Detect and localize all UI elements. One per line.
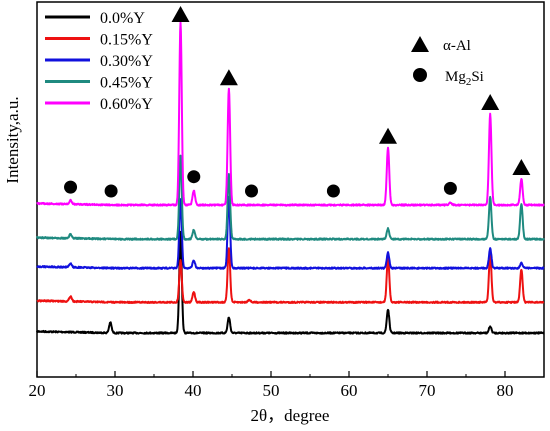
x-axis-title: 2θ，degree (251, 406, 330, 425)
mg2si-peak-marker (104, 184, 118, 198)
legend-label: 0.30%Y (100, 53, 153, 70)
x-tick-label: 60 (341, 381, 358, 400)
marker-layer (64, 6, 531, 198)
series-line-0-15-y (36, 247, 545, 304)
y-axis-title: Intensity,a.u. (3, 96, 22, 183)
x-tick-label: 80 (497, 381, 514, 400)
legend-layer: 0.0%Y 0.15%Y 0.30%Y 0.45%Y 0.60%Y (45, 10, 153, 113)
legend-label: 0.60%Y (100, 96, 153, 113)
x-tick-label: 70 (419, 381, 436, 400)
axis-layer: 20 30 40 50 60 70 80 (29, 371, 514, 400)
alpha-al-peak-marker (379, 127, 397, 144)
alpha-al-peak-marker (171, 6, 190, 22)
mg2si-legend-icon (413, 68, 427, 82)
alpha-al-peak-marker (219, 69, 238, 86)
mg2si-peak-marker (187, 170, 201, 184)
mg2si-peak-marker (326, 184, 340, 198)
series-line-0-45-y (36, 154, 545, 241)
mg2si-peak-marker (443, 181, 457, 195)
series-line-0-0-y (36, 230, 545, 335)
mg2si-peak-marker (245, 184, 258, 198)
alpha-al-legend-icon (411, 36, 429, 52)
mg2si-peak-marker (64, 180, 78, 194)
legend-label: 0.15%Y (100, 32, 153, 49)
alpha-al-legend-label: α-Al (443, 38, 471, 54)
alpha-al-peak-marker (481, 94, 500, 110)
series-line-0-60-y (36, 21, 545, 207)
plot-frame (36, 1, 545, 378)
x-tick-label: 50 (263, 381, 280, 400)
legend-label: 0.0%Y (100, 10, 145, 27)
legend-label: 0.45%Y (100, 75, 153, 92)
series-line-0-30-y (36, 195, 545, 270)
phase-legend: α-Al Mg2Si (411, 36, 484, 88)
x-tick-label: 20 (29, 381, 46, 400)
x-tick-label: 30 (107, 381, 124, 400)
mg2si-legend-label: Mg2Si (445, 69, 484, 88)
alpha-al-peak-marker (512, 159, 531, 175)
x-tick-label: 40 (185, 381, 202, 400)
series-layer (36, 21, 545, 335)
